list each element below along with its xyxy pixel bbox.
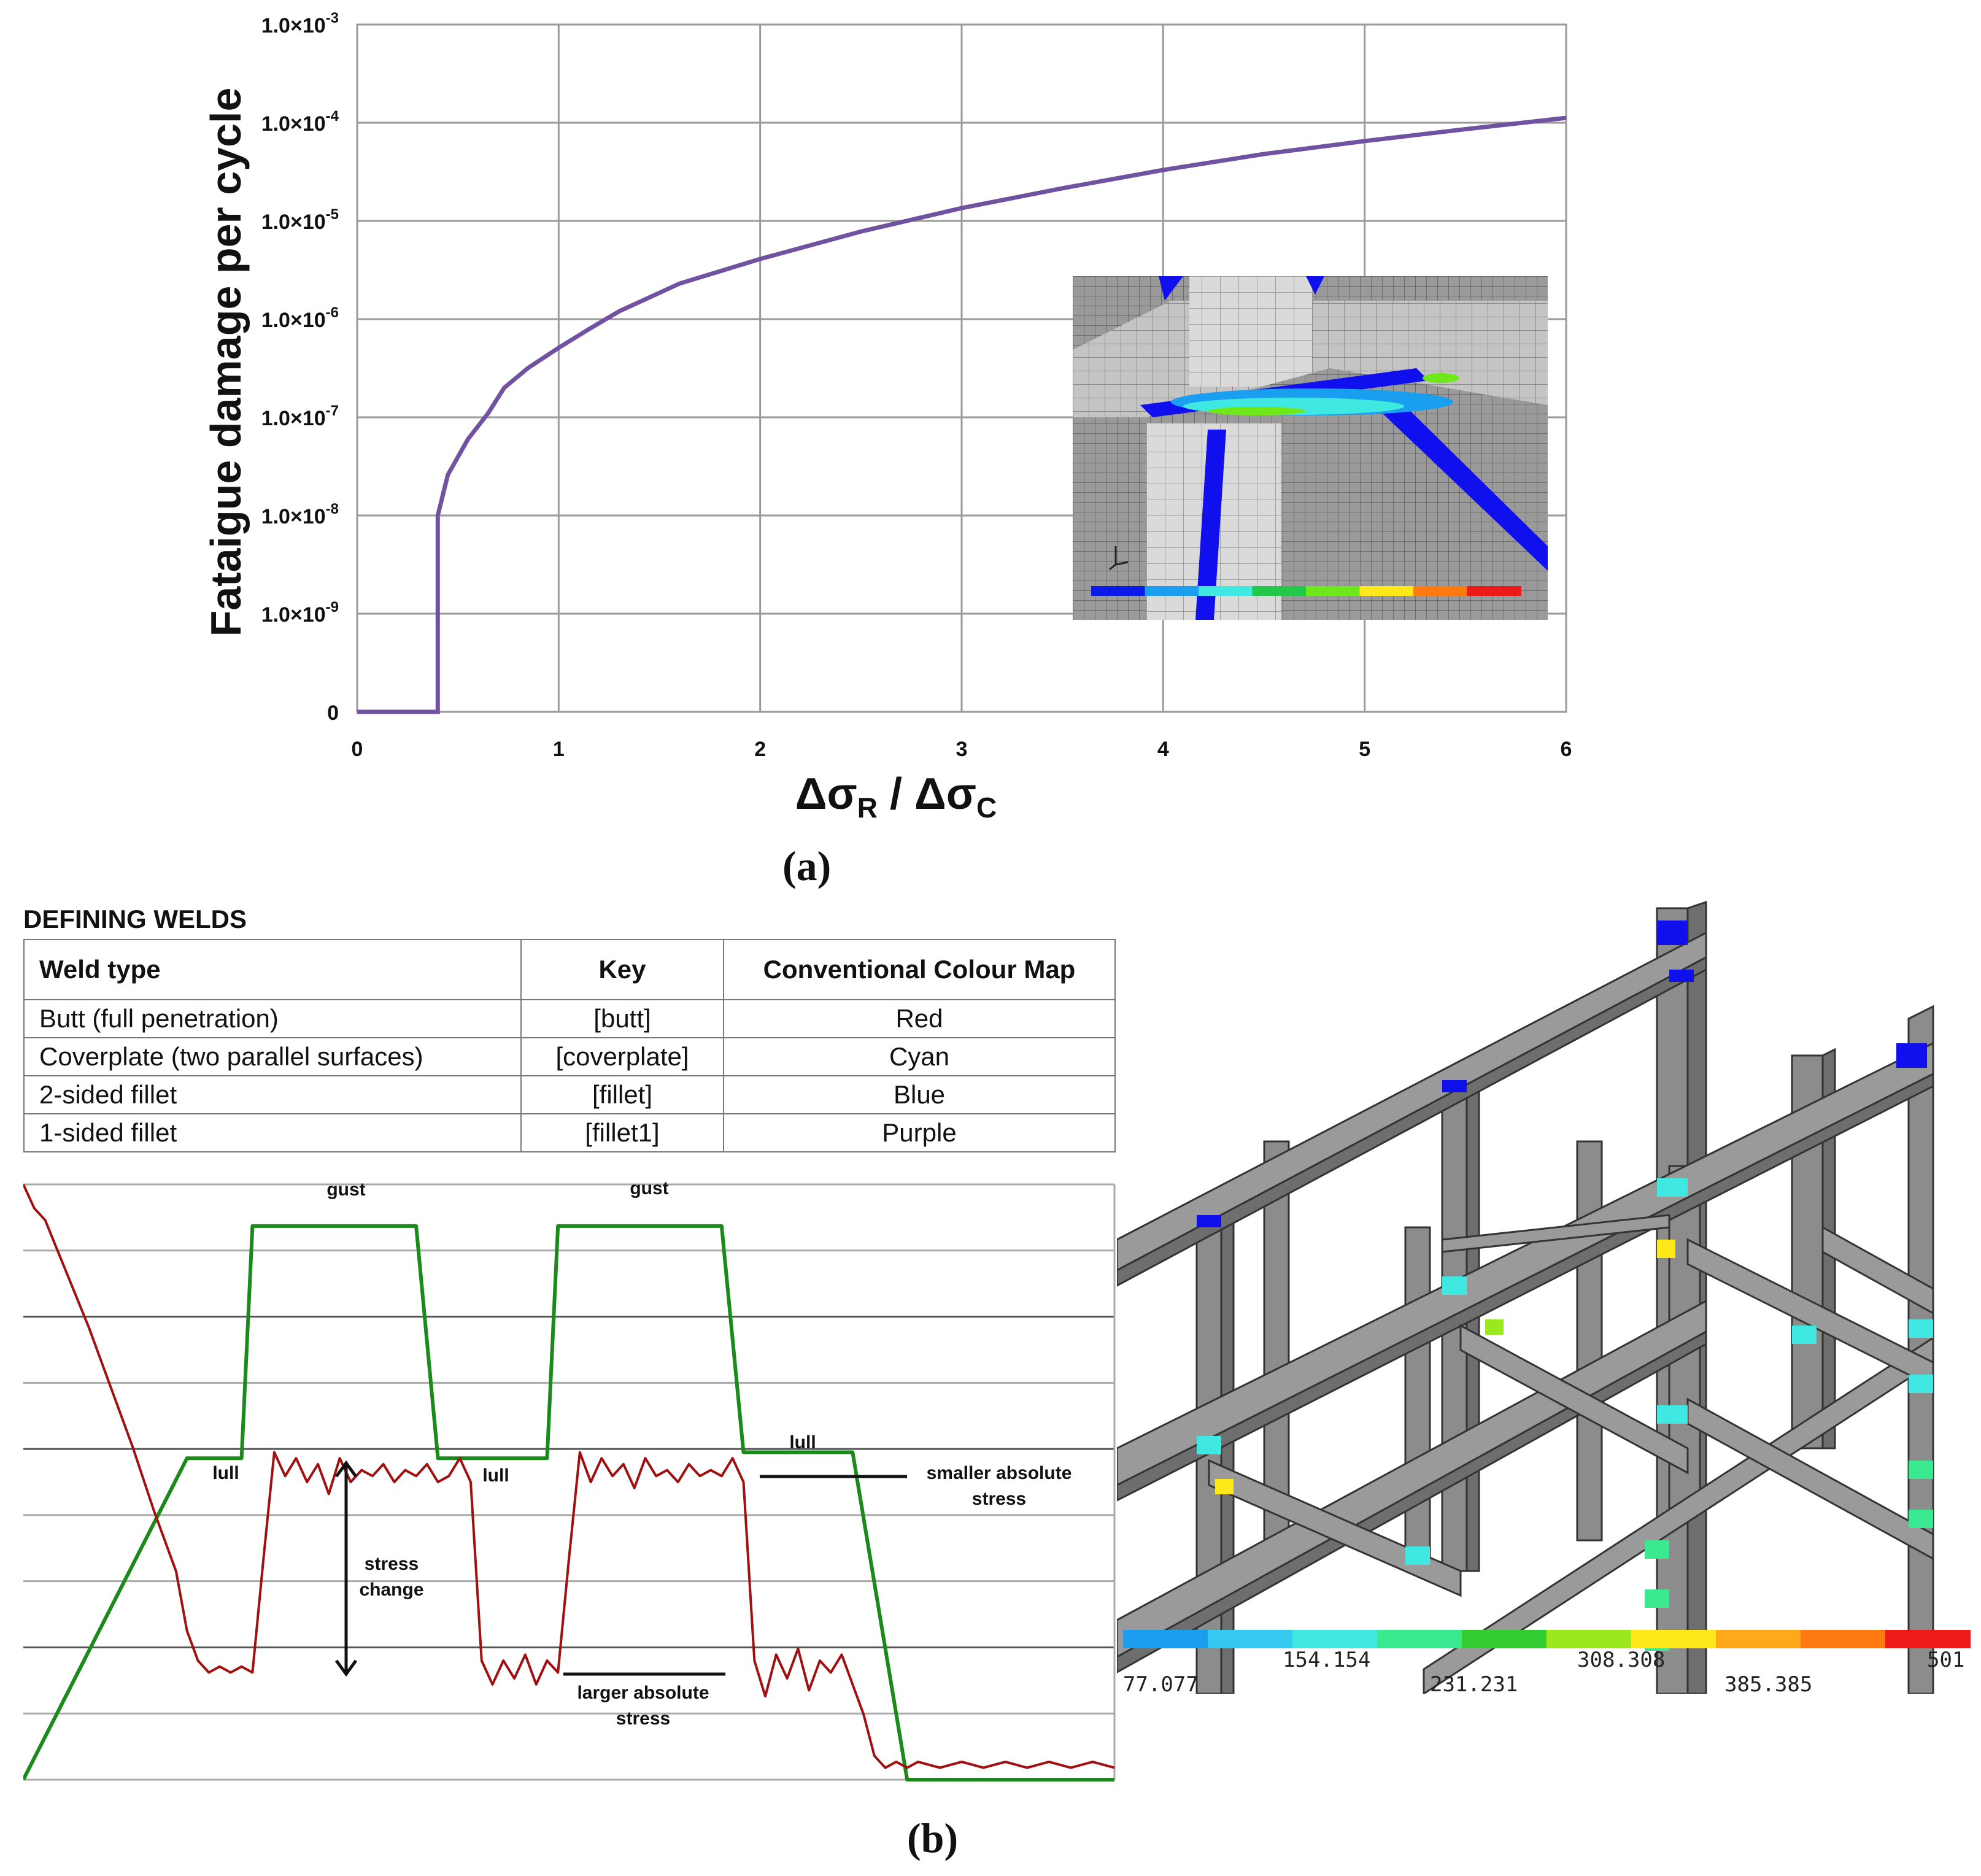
inset-colorbar-segment bbox=[1199, 586, 1253, 596]
cell-key: [fillet1] bbox=[520, 1113, 724, 1152]
colorbar-segment bbox=[1547, 1630, 1632, 1648]
y-tick-label: 1.0×10-4 bbox=[261, 108, 339, 136]
y-tick-label: 1.0×10-3 bbox=[261, 10, 339, 37]
y-tick-label: 1.0×10-7 bbox=[261, 403, 339, 430]
annotation-stress-change-1: stress bbox=[365, 1554, 419, 1574]
annotation-lull-3: lull bbox=[789, 1432, 816, 1453]
x-tick-label: 3 bbox=[956, 738, 968, 761]
colorbar-segment bbox=[1292, 1630, 1378, 1648]
cell-weld-type: Butt (full penetration) bbox=[23, 999, 522, 1038]
cell-weld-type: 2-sided fillet bbox=[23, 1075, 522, 1114]
cell-colour: Purple bbox=[723, 1113, 1116, 1152]
colorbar-label: 77.077 bbox=[1123, 1672, 1199, 1694]
y-tick-label: 0 bbox=[327, 701, 339, 725]
panel-label-a: (a) bbox=[782, 843, 832, 889]
annotation-smaller-1: smaller absolute bbox=[927, 1463, 1072, 1483]
chart-a-x-axis-label: ΔσR / ΔσC bbox=[795, 770, 997, 824]
chart-a-series bbox=[357, 115, 1567, 714]
colorbar-segment bbox=[1885, 1630, 1971, 1648]
cell-colour: Blue bbox=[723, 1075, 1116, 1114]
cell-key: [fillet] bbox=[520, 1075, 724, 1114]
panel-label-b: (b) bbox=[907, 1815, 959, 1861]
fea-colorbar-labels: 77.077 154.154 231.231 308.308 385.385 5… bbox=[1123, 1648, 1964, 1694]
annotation-stress-change-2: change bbox=[359, 1580, 423, 1600]
colorbar-segment bbox=[1462, 1630, 1547, 1648]
inset-colorbar-segment bbox=[1306, 586, 1361, 596]
cell-colour: Red bbox=[723, 999, 1116, 1038]
table-row: 1-sided fillet [fillet1] Purple bbox=[23, 1113, 1116, 1152]
colorbar-label: 308.308 bbox=[1577, 1648, 1665, 1672]
x-tick-label: 5 bbox=[1359, 738, 1370, 761]
annotation-larger-2: stress bbox=[616, 1708, 670, 1729]
colorbar-segment bbox=[1208, 1630, 1293, 1648]
header-weld-type: Weld type bbox=[23, 939, 522, 1000]
chart-a-y-axis-label: Fataigue damage per cycle bbox=[202, 88, 250, 637]
inset-colorbar bbox=[1091, 586, 1521, 596]
weld-types-table: Weld type Key Conventional Colour Map Bu… bbox=[23, 939, 1116, 1152]
stress-response-line bbox=[23, 1184, 1115, 1769]
y-tick-label: 1.0×10-6 bbox=[261, 304, 339, 332]
inset-colorbar-segment bbox=[1467, 586, 1521, 596]
chart-a-x-ticks: 0 1 2 3 4 5 6 bbox=[352, 738, 1572, 761]
annotation-smaller-2: stress bbox=[972, 1489, 1026, 1509]
x-tick-label: 1 bbox=[553, 738, 565, 761]
colorbar-label: 231.231 bbox=[1430, 1672, 1518, 1694]
annotation-gust-1: gust bbox=[326, 1179, 365, 1200]
wind-profile-line bbox=[23, 1224, 1114, 1781]
weld-table-title: DEFINING WELDS bbox=[23, 905, 247, 933]
gust-lull-stress-chart: gust gust lull lull lull stress change s… bbox=[23, 1178, 1116, 1781]
y-tick-label: 1.0×10-9 bbox=[261, 599, 339, 627]
x-tick-label: 2 bbox=[754, 738, 766, 761]
fea-frame-structure: 77.077 154.154 231.231 308.308 385.385 5… bbox=[1117, 900, 1971, 1694]
y-tick-label: 1.0×10-5 bbox=[261, 206, 339, 234]
annotation-lull-2: lull bbox=[482, 1465, 509, 1486]
colorbar-segment bbox=[1716, 1630, 1801, 1648]
stress-change-arrow bbox=[334, 1460, 358, 1677]
table-row: Coverplate (two parallel surfaces) [cove… bbox=[23, 1037, 1116, 1076]
cell-key: [coverplate] bbox=[520, 1037, 724, 1076]
cell-key: [butt] bbox=[520, 999, 724, 1038]
colorbar-segment bbox=[1377, 1630, 1462, 1648]
colorbar-segment bbox=[1631, 1630, 1716, 1648]
inset-colorbar-segment bbox=[1413, 586, 1468, 596]
annotation-lull-1: lull bbox=[212, 1463, 239, 1483]
colorbar-segment bbox=[1801, 1630, 1886, 1648]
table-header-row: Weld type Key Conventional Colour Map bbox=[23, 939, 1116, 1000]
table-row: Butt (full penetration) [butt] Red bbox=[23, 999, 1116, 1038]
fatigue-damage-chart: 0 1.0×10-9 1.0×10-8 1.0×10-7 1.0×10-6 1.0×10-… bbox=[202, 10, 1572, 824]
damage-curve bbox=[357, 115, 1567, 714]
colorbar-segment bbox=[1123, 1630, 1208, 1648]
fea-colorbar bbox=[1123, 1630, 1971, 1648]
annotation-larger-1: larger absolute bbox=[577, 1683, 709, 1703]
inset-colorbar-segment bbox=[1145, 586, 1199, 596]
chart-a-y-ticks: 0 1.0×10-9 1.0×10-8 1.0×10-7 1.0×10-6 1.0×10-… bbox=[261, 10, 339, 725]
table-row: 2-sided fillet [fillet] Blue bbox=[23, 1075, 1116, 1114]
x-tick-label: 6 bbox=[1561, 738, 1572, 761]
colorbar-label: 154.154 bbox=[1283, 1648, 1370, 1672]
chart-b-series bbox=[23, 1184, 1115, 1781]
inset-colorbar-segment bbox=[1091, 586, 1146, 596]
inset-colorbar-segment bbox=[1359, 586, 1414, 596]
y-tick-label: 1.0×10-8 bbox=[261, 501, 339, 528]
x-tick-label: 4 bbox=[1157, 738, 1169, 761]
colorbar-label: 385.385 bbox=[1724, 1672, 1812, 1694]
annotation-gust-2: gust bbox=[630, 1178, 668, 1199]
header-colour-map: Conventional Colour Map bbox=[723, 939, 1116, 1000]
cell-weld-type: Coverplate (two parallel surfaces) bbox=[23, 1037, 522, 1076]
header-key: Key bbox=[520, 939, 724, 1000]
cell-weld-type: 1-sided fillet bbox=[23, 1113, 522, 1152]
x-tick-label: 0 bbox=[352, 738, 363, 761]
colorbar-label: 501 bbox=[1927, 1648, 1964, 1672]
cell-colour: Cyan bbox=[723, 1037, 1116, 1076]
fea-weld-detail-inset bbox=[1073, 276, 1548, 620]
inset-colorbar-segment bbox=[1252, 586, 1307, 596]
